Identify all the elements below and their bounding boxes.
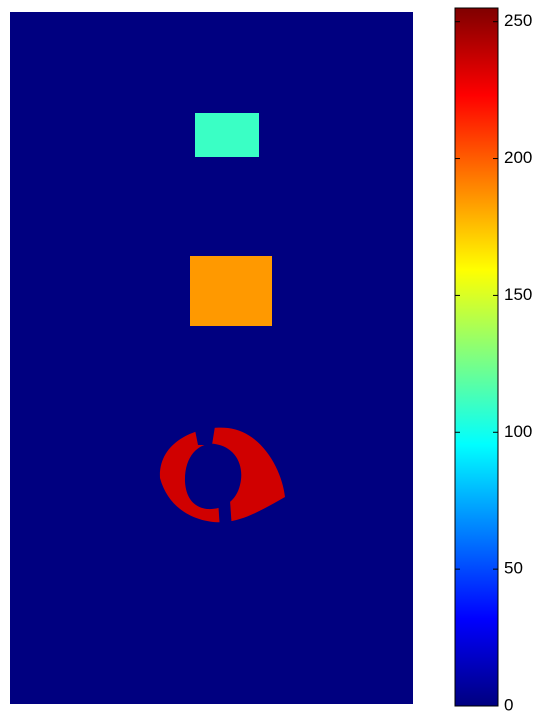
colorbar-tick-label: 0: [504, 695, 513, 713]
colorbar-tick-label: 250: [504, 11, 532, 30]
region-small: [195, 113, 259, 157]
colorbar-tick-label: 150: [504, 285, 532, 304]
region-ring: [159, 427, 285, 523]
ring-gap: [218, 500, 232, 530]
colorbar-tick-label: 100: [504, 422, 532, 441]
region-medium: [190, 256, 272, 326]
colorbar-tick-label: 200: [504, 148, 532, 167]
colorbar: [454, 7, 499, 707]
colorbar-tick-label: 50: [504, 559, 523, 578]
ring-gap: [193, 420, 216, 445]
